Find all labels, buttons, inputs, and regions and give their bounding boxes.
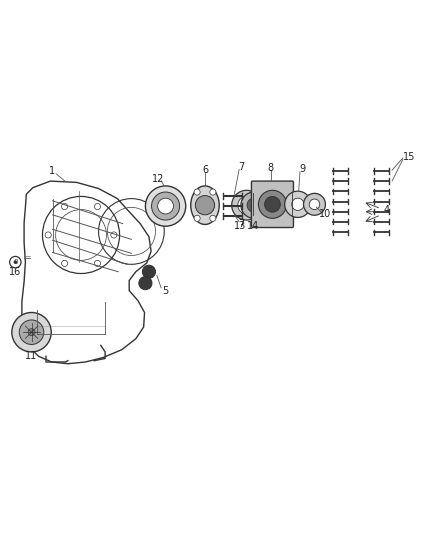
Text: 1: 1 <box>49 166 55 176</box>
Text: 15: 15 <box>403 152 416 162</box>
Circle shape <box>210 189 216 195</box>
FancyBboxPatch shape <box>251 181 293 228</box>
Text: 12: 12 <box>152 174 164 184</box>
Circle shape <box>194 215 200 221</box>
Circle shape <box>152 192 180 220</box>
Ellipse shape <box>191 186 219 224</box>
Text: 7: 7 <box>239 220 245 229</box>
Circle shape <box>12 312 51 352</box>
Text: 6: 6 <box>202 165 208 175</box>
Circle shape <box>194 189 200 195</box>
Circle shape <box>304 193 325 215</box>
Text: 7: 7 <box>239 161 245 172</box>
Text: 14: 14 <box>247 221 259 231</box>
Text: 4: 4 <box>383 205 389 215</box>
Circle shape <box>14 260 17 264</box>
Text: 10: 10 <box>319 209 331 219</box>
Circle shape <box>61 204 67 209</box>
Circle shape <box>210 215 216 221</box>
Circle shape <box>241 192 267 219</box>
Circle shape <box>139 277 152 290</box>
Circle shape <box>19 320 44 344</box>
Circle shape <box>285 191 311 217</box>
Circle shape <box>45 232 51 238</box>
Circle shape <box>61 260 67 266</box>
Text: 0: 0 <box>13 259 18 265</box>
Circle shape <box>195 196 215 215</box>
Circle shape <box>247 198 261 212</box>
Circle shape <box>94 260 101 266</box>
Circle shape <box>265 197 280 212</box>
Circle shape <box>142 265 155 278</box>
Circle shape <box>292 198 304 211</box>
Circle shape <box>158 198 173 214</box>
Circle shape <box>145 186 186 226</box>
Text: 8: 8 <box>268 163 274 173</box>
Text: 13: 13 <box>234 221 246 231</box>
Circle shape <box>309 199 320 209</box>
Circle shape <box>94 204 101 209</box>
Text: 5: 5 <box>162 286 169 296</box>
Circle shape <box>232 190 261 220</box>
Circle shape <box>111 232 117 238</box>
Circle shape <box>258 190 286 219</box>
Circle shape <box>28 329 35 336</box>
Circle shape <box>238 197 255 214</box>
Text: 11: 11 <box>25 351 38 361</box>
Text: 9: 9 <box>299 164 305 174</box>
Text: 16: 16 <box>9 266 21 277</box>
